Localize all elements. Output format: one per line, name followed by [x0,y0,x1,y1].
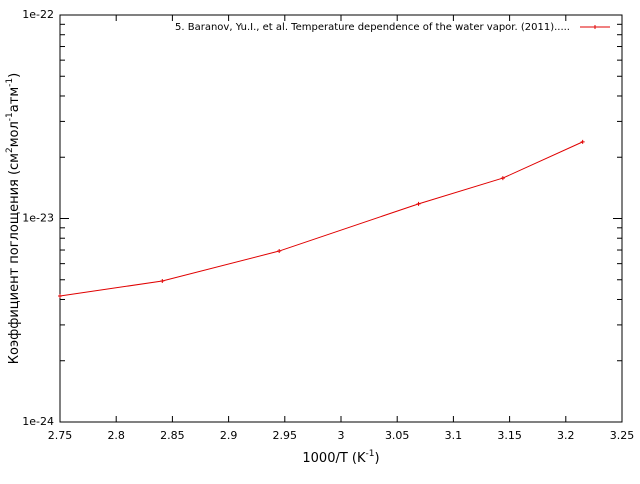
point-marker [277,249,282,254]
y-axis-label-part: 2 [5,147,15,153]
legend-label: 5. Baranov, Yu.I., et al. Temperature de… [175,22,570,33]
x-tick-label: 2.9 [220,429,238,442]
x-tick-label: 3.1 [445,429,463,442]
point-marker [500,176,505,181]
y-axis-label-part: атм [7,87,22,112]
x-tick-label: 3.15 [497,429,522,442]
y-axis-label-part: -1 [5,78,15,87]
point-marker [160,279,165,284]
point-marker [580,139,585,144]
point-marker [416,201,421,206]
y-axis-label-part: ) [7,73,22,78]
x-tick-label: 3.25 [610,429,635,442]
x-tick-label: 3.05 [385,429,410,442]
y-axis-label: Коэффициент поглощения (см2мол-1атм-1) [5,73,22,364]
y-tick-label: 1e-22 [22,8,54,21]
x-axis-label-part: ) [375,451,380,466]
x-tick-label: 2.85 [160,429,185,442]
x-axis-label-part: 1000/T (K [302,451,366,466]
x-axis-label-part: -1 [366,449,375,459]
series-line [59,141,583,297]
x-tick-label: 3 [338,429,345,442]
x-tick-label: 3.2 [557,429,575,442]
x-tick-label: 2.8 [107,429,125,442]
x-axis-label: 1000/T (K-1) [302,449,379,466]
y-axis-label-part: Коэффициент поглощения (см [7,153,22,364]
legend-marker [593,25,597,29]
x-tick-label: 2.75 [48,429,73,442]
y-tick-label: 1e-24 [22,415,54,428]
y-tick-label: 1e-23 [22,212,54,225]
point-marker [58,294,62,299]
y-axis-label-part: мол [7,121,22,147]
y-axis-label-part: -1 [5,112,15,121]
x-tick-label: 2.95 [273,429,298,442]
